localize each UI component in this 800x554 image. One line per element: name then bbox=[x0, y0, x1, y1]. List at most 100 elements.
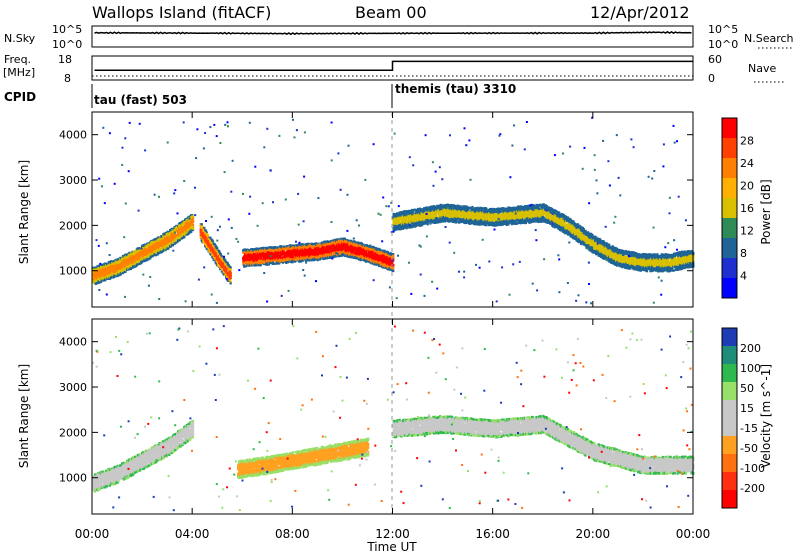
data-cell bbox=[141, 260, 144, 263]
data-cell bbox=[173, 241, 176, 244]
data-cell bbox=[116, 271, 119, 274]
data-cell bbox=[103, 276, 106, 279]
data-cell bbox=[173, 242, 176, 246]
data-cell bbox=[104, 271, 107, 274]
data-cell bbox=[120, 262, 124, 266]
date-title: 12/Apr/2012 bbox=[590, 3, 690, 22]
data-cell bbox=[128, 262, 131, 265]
data-cell bbox=[120, 272, 123, 275]
freq-frame bbox=[91, 55, 694, 81]
data-cell bbox=[183, 229, 186, 232]
noise-right-tick-bottom: 10^0 bbox=[708, 38, 738, 51]
data-cell bbox=[139, 255, 142, 258]
data-cell bbox=[190, 217, 193, 220]
data-cell bbox=[178, 231, 181, 234]
data-cell bbox=[170, 227, 174, 230]
data-cell bbox=[170, 241, 173, 244]
data-cell bbox=[122, 261, 125, 264]
freq-panel: Freq. [MHz] 18 8 60 0 Nave bbox=[3, 53, 786, 85]
data-cell bbox=[162, 241, 165, 244]
freq-left-label-2: [MHz] bbox=[3, 66, 35, 79]
cpid-panel: CPID tau (fast) 503 themis (tau) 3310 bbox=[4, 82, 516, 108]
data-cell bbox=[183, 235, 186, 238]
data-cell bbox=[124, 268, 127, 271]
data-cell bbox=[96, 282, 99, 285]
data-cell bbox=[98, 281, 101, 284]
freq-left-tick-bottom: 8 bbox=[64, 72, 71, 85]
noise-right-label: N.Search bbox=[744, 32, 794, 45]
data-cell bbox=[229, 273, 232, 277]
data-cell bbox=[134, 251, 138, 254]
data-cell bbox=[203, 226, 206, 229]
cpid-label: CPID bbox=[4, 90, 36, 104]
freq-series-line bbox=[94, 60, 693, 71]
data-cell bbox=[133, 260, 136, 263]
data-cell bbox=[93, 274, 96, 277]
data-cell bbox=[167, 245, 170, 248]
data-cell bbox=[177, 233, 180, 236]
data-cell bbox=[188, 219, 191, 222]
data-cell bbox=[136, 254, 139, 257]
data-cell bbox=[138, 258, 141, 261]
data-cell bbox=[142, 244, 145, 247]
data-cell bbox=[117, 270, 120, 273]
data-cell bbox=[94, 266, 97, 269]
data-cell bbox=[175, 241, 178, 244]
data-cell bbox=[110, 260, 113, 263]
data-cell bbox=[166, 230, 169, 233]
data-cell bbox=[108, 267, 111, 270]
data-cell bbox=[206, 234, 209, 237]
data-cell bbox=[158, 245, 161, 248]
data-cell bbox=[96, 275, 99, 278]
data-cell bbox=[93, 268, 96, 271]
power-scatter bbox=[92, 116, 695, 305]
data-cell bbox=[118, 260, 121, 263]
data-cell bbox=[171, 243, 174, 247]
data-cell bbox=[191, 215, 195, 218]
data-cell bbox=[200, 223, 203, 226]
data-cell bbox=[161, 242, 164, 245]
freq-right-tick-top: 60 bbox=[708, 53, 722, 66]
data-cell bbox=[169, 235, 172, 238]
data-cell bbox=[153, 243, 156, 246]
data-cell bbox=[98, 266, 101, 269]
data-cell bbox=[162, 239, 165, 242]
data-cell bbox=[154, 245, 157, 248]
data-cell bbox=[120, 265, 124, 268]
data-cell bbox=[115, 265, 118, 268]
nave-label: Nave bbox=[748, 62, 776, 75]
freq-right-tick-bottom: 0 bbox=[708, 72, 715, 85]
data-cell bbox=[190, 230, 193, 233]
noise-left-label: N.Sky bbox=[4, 32, 36, 45]
data-cell bbox=[152, 247, 155, 251]
data-cell bbox=[167, 247, 170, 250]
freq-left-tick-top: 18 bbox=[58, 53, 72, 66]
data-cell bbox=[156, 240, 159, 243]
data-cell bbox=[165, 237, 168, 240]
data-cell bbox=[149, 255, 152, 258]
data-cell bbox=[114, 275, 117, 278]
data-cell bbox=[128, 264, 131, 267]
data-cell bbox=[216, 247, 219, 250]
data-cell bbox=[104, 279, 107, 282]
data-cell bbox=[229, 282, 232, 285]
data-cell bbox=[100, 272, 103, 275]
data-cell bbox=[154, 248, 157, 251]
data-cell bbox=[167, 236, 170, 239]
data-cell bbox=[204, 229, 208, 232]
data-cell bbox=[229, 266, 232, 269]
data-cell bbox=[173, 233, 176, 236]
data-cell bbox=[166, 243, 169, 246]
data-cell bbox=[160, 237, 163, 240]
freq-left-label-1: Freq. bbox=[4, 53, 31, 66]
data-cell bbox=[191, 224, 195, 227]
data-cell bbox=[127, 266, 131, 269]
data-cell bbox=[99, 280, 103, 284]
data-cell bbox=[169, 229, 172, 233]
data-cell bbox=[128, 257, 131, 260]
data-cell bbox=[170, 245, 173, 248]
data-cell bbox=[98, 268, 101, 271]
data-cell bbox=[211, 240, 215, 243]
data-cell bbox=[106, 263, 109, 266]
